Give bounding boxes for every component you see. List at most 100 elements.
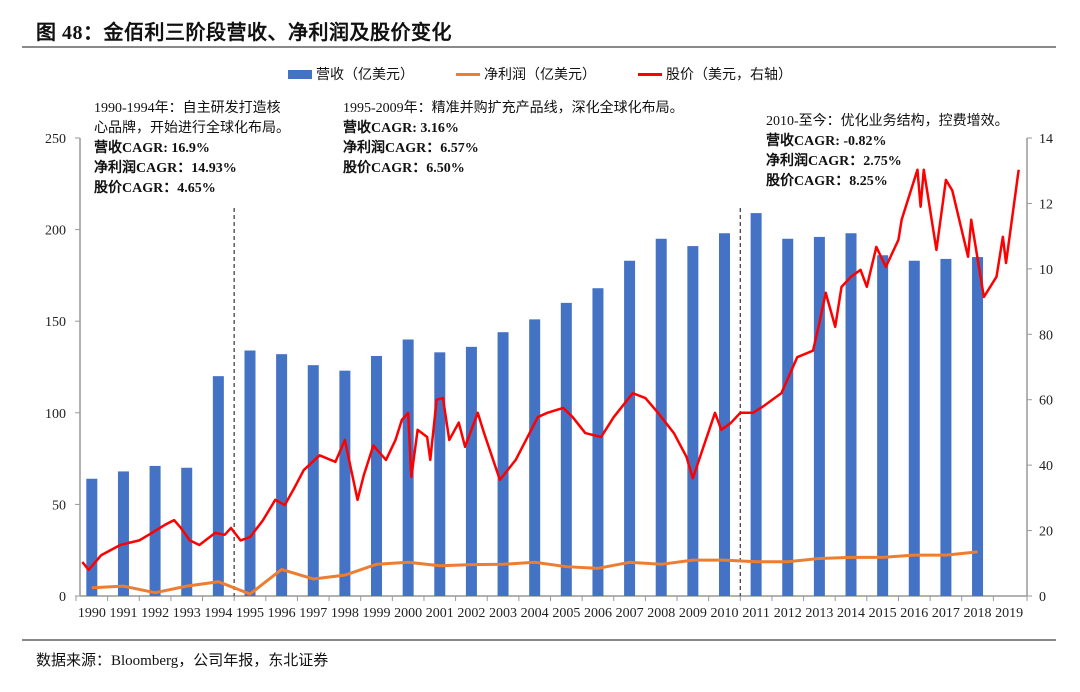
x-axis-tick-label: 2006 [584, 606, 612, 621]
revenue-bar [465, 346, 477, 596]
x-axis-tick-label: 2015 [869, 606, 897, 621]
x-axis-tick-label: 2009 [679, 606, 707, 621]
figure-title: 图 48：金佰利三阶段营收、净利润及股价变化 [36, 22, 452, 44]
annotation-metric: 营收CAGR: -0.82% [766, 134, 887, 149]
x-axis-tick-label: 2011 [742, 606, 769, 621]
revenue-bar [371, 356, 383, 596]
left-axis-tick-label: 100 [45, 407, 66, 422]
revenue-bar [212, 376, 224, 596]
right-axis-tick-label: 80 [1039, 328, 1053, 343]
x-axis-tick-label: 1991 [109, 606, 137, 621]
revenue-bar [497, 332, 509, 596]
annotation-metric: 股价CAGR：8.25% [766, 174, 888, 189]
x-axis-tick-label: 2019 [995, 606, 1023, 621]
annotation-period-2: 1995-2009年：精准并购扩充产品线，深化全球化布局。 营收CAGR: 3.… [343, 99, 684, 179]
title-rule [22, 46, 1056, 48]
x-axis-tick-label: 2018 [964, 606, 992, 621]
annotation-line: 1990-1994年：自主研发打造核 [94, 101, 281, 116]
revenue-bar [845, 233, 857, 596]
right-axis-tick-label: 12 [1039, 197, 1053, 212]
legend-label-revenue: 营收（亿美元） [316, 68, 414, 83]
right-axis-tick-label: 20 [1039, 525, 1053, 540]
left-axis-tick-label: 200 [45, 224, 66, 239]
right-axis-tick-label: 60 [1039, 394, 1053, 409]
revenue-bar [339, 370, 351, 596]
legend-label-net-income: 净利润（亿美元） [484, 68, 596, 83]
right-axis-tick-label: 0 [1039, 590, 1046, 605]
annotation-metric: 净利润CAGR：6.57% [343, 141, 479, 156]
x-axis-tick-label: 1990 [78, 606, 106, 621]
annotation-metric: 营收CAGR: 16.9% [94, 141, 210, 156]
x-axis-tick-label: 2013 [805, 606, 833, 621]
x-axis-tick-label: 2016 [900, 606, 928, 621]
revenue-bar [877, 255, 889, 597]
revenue-bar [434, 352, 446, 596]
annotation-period-1: 1990-1994年：自主研发打造核 心品牌，开始进行全球化布局。 营收CAGR… [94, 99, 290, 199]
annotation-line: 1995-2009年：精准并购扩充产品线，深化全球化布局。 [343, 101, 684, 116]
revenue-bar [813, 236, 825, 597]
x-axis-tick-label: 1999 [363, 606, 391, 621]
x-axis-tick-label: 2014 [837, 606, 865, 621]
revenue-bar [750, 213, 762, 596]
x-axis-tick-label: 2002 [457, 606, 485, 621]
x-axis-tick-label: 1997 [299, 606, 327, 621]
annotation-metric: 净利润CAGR：14.93% [94, 161, 237, 176]
legend-label-stock-price: 股价（美元，右轴） [666, 68, 792, 83]
revenue-bar [560, 302, 572, 596]
x-axis-tick-label: 2000 [394, 606, 422, 621]
x-axis-tick-label: 2005 [552, 606, 580, 621]
net-income-line [91, 550, 978, 596]
legend-item-net-income: 净利润（亿美元） [456, 64, 596, 84]
left-axis-tick-label: 150 [45, 315, 66, 330]
annotation-line: 2010-至今：优化业务结构，控费增效。 [766, 114, 1009, 129]
annotation-metric: 净利润CAGR：2.75% [766, 154, 902, 169]
legend-item-revenue: 营收（亿美元） [288, 64, 414, 84]
revenue-bar [117, 471, 129, 596]
x-axis-tick-label: 1995 [236, 606, 264, 621]
legend-swatch-stock-price [638, 72, 662, 76]
revenue-bar [624, 260, 636, 596]
x-axis-tick-label: 2003 [489, 606, 517, 621]
annotation-metric: 股价CAGR：6.50% [343, 161, 465, 176]
revenue-bar [687, 246, 699, 596]
annotation-period-3: 2010-至今：优化业务结构，控费增效。 营收CAGR: -0.82% 净利润C… [766, 112, 1009, 192]
legend-swatch-net-income [456, 72, 480, 76]
stock-price-line [81, 168, 1020, 572]
x-axis-tick-label: 1996 [268, 606, 296, 621]
revenue-bar [181, 467, 193, 596]
x-axis-tick-label: 1994 [204, 606, 232, 621]
legend-item-stock-price: 股价（美元，右轴） [638, 64, 792, 84]
right-axis-tick-label: 14 [1039, 132, 1053, 147]
x-axis-tick-label: 2007 [616, 606, 644, 621]
legend: 营收（亿美元） 净利润（亿美元） 股价（美元，右轴） [0, 64, 1080, 84]
revenue-bar [307, 365, 319, 596]
left-axis-tick-label: 0 [59, 590, 66, 605]
x-axis-tick-label: 2010 [710, 606, 738, 621]
revenue-bar [592, 288, 604, 596]
x-axis-tick-label: 1992 [141, 606, 169, 621]
revenue-bar [718, 233, 730, 596]
x-axis-tick-label: 1998 [331, 606, 359, 621]
annotation-line: 心品牌，开始进行全球化布局。 [94, 121, 290, 136]
source-note: 数据来源：Bloomberg，公司年报，东北证券 [36, 653, 329, 669]
left-axis-tick-label: 50 [52, 498, 66, 513]
revenue-bar [529, 319, 541, 596]
revenue-bar [244, 350, 256, 596]
x-axis-tick-label: 2001 [426, 606, 454, 621]
x-axis-tick-label: 2004 [521, 606, 549, 621]
right-axis-tick-label: 40 [1039, 459, 1053, 474]
revenue-bar [402, 339, 414, 596]
revenue-bar [908, 260, 920, 596]
revenue-bar [276, 354, 288, 596]
annotation-metric: 股价CAGR：4.65% [94, 181, 216, 196]
x-axis-tick-label: 1993 [173, 606, 201, 621]
x-axis-tick-label: 2017 [932, 606, 960, 621]
legend-swatch-revenue [288, 69, 312, 79]
revenue-bar [86, 478, 98, 596]
x-axis-tick-label: 2008 [647, 606, 675, 621]
x-axis-tick-label: 2012 [774, 606, 802, 621]
source-rule [22, 639, 1056, 641]
revenue-bar [940, 258, 952, 596]
